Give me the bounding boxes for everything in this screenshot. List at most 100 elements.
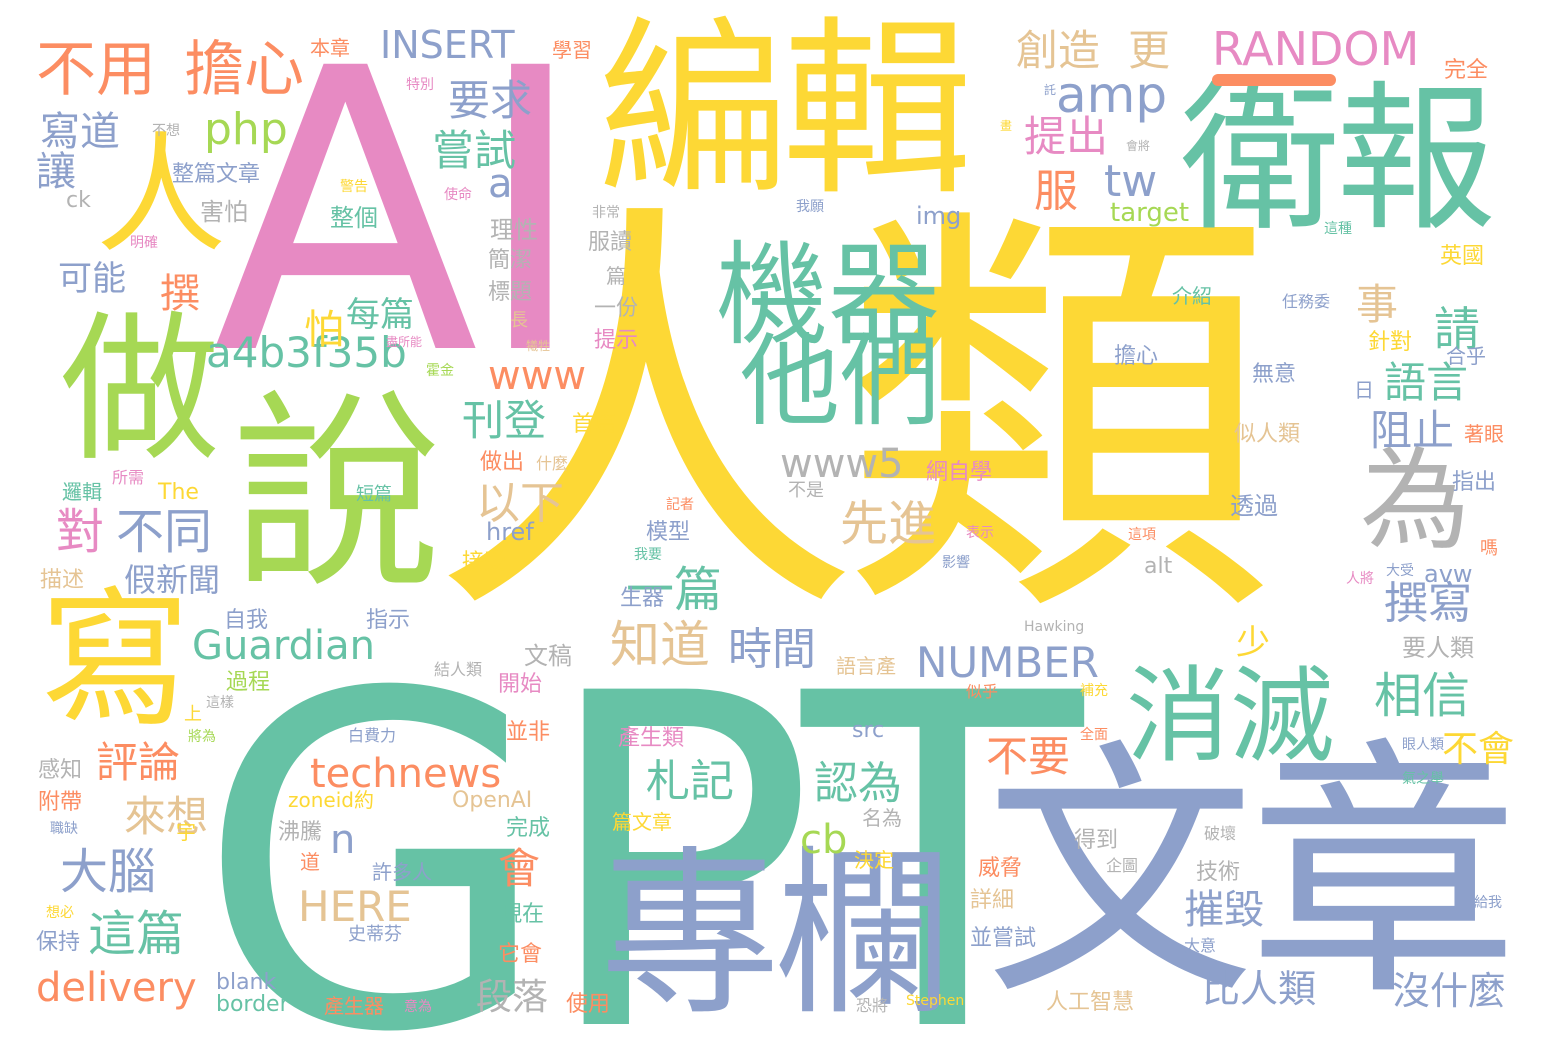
word-zhidao: 知道 [610, 616, 710, 674]
word-touguo: 透過 [1230, 492, 1278, 520]
word-buyao: 不要 [986, 732, 1071, 781]
word-suoxu: 所需 [112, 468, 145, 487]
word-fudai: 附帶 [38, 790, 83, 815]
word-ck: ck [66, 188, 91, 213]
word-hehu: 合乎 [1446, 344, 1486, 368]
word-wangzixue: 網自學 [926, 460, 993, 485]
word-yiwei: 意為 [404, 999, 432, 1015]
word-jieshao: 介紹 [1172, 284, 1212, 308]
word-here: HERE [298, 882, 412, 931]
word-haipa: 害怕 [200, 198, 248, 226]
word-kongjiang: 恐將 [856, 996, 889, 1015]
word-wenzhang: 文章 [985, 717, 1519, 1032]
word-birenlei: 比人類 [1202, 967, 1317, 1011]
word-yaorenlei: 要人類 [1402, 634, 1474, 662]
word-mingque: 明確 [130, 235, 158, 251]
word-renwuwei: 任務委 [1282, 292, 1331, 311]
word-avw: avw [1424, 560, 1473, 588]
word-feichang: 非常 [592, 205, 620, 221]
word-yipian: 一篇 [626, 562, 723, 618]
word-xuduoren: 許多人 [372, 860, 432, 884]
word-cb: cb [800, 817, 848, 863]
word-fu: 服 [1034, 166, 1078, 217]
word-yu: 宇 [176, 820, 196, 844]
word-wengao: 文稿 [524, 642, 572, 670]
word-guocheng: 過程 [226, 670, 271, 695]
word-duanluo: 段落 [476, 977, 549, 1018]
word-pinglun: 評論 [96, 738, 181, 787]
word-biaoti: 標題 [488, 280, 533, 305]
word-alt: alt [1144, 554, 1173, 579]
word-target: target [1110, 198, 1190, 228]
word-php: php [204, 104, 288, 155]
word-butong: 不同 [116, 504, 213, 560]
word-tuo: 託 [1044, 83, 1057, 97]
word-zhexiang: 這項 [1128, 527, 1156, 543]
word-shang: 上 [184, 704, 202, 725]
word-n: n [330, 817, 356, 863]
word-shenme: 什麼 [536, 454, 569, 473]
word-tamen: 他們 [740, 323, 940, 440]
word-woyuan: 我願 [796, 199, 824, 215]
word-mingwei: 名為 [862, 806, 902, 830]
word-bingchangshi: 並嘗試 [970, 926, 1037, 951]
word-ma: 嗎 [1480, 538, 1498, 559]
word-shoupian: 首篇 [572, 412, 617, 437]
word-shiming: 使命 [444, 187, 472, 203]
word-qitu: 企圖 [1106, 856, 1139, 875]
word-tebie: 特別 [406, 77, 434, 93]
random-underline [1212, 74, 1336, 86]
word-shijian: 時間 [728, 624, 816, 675]
word-dayi: 大意 [1184, 936, 1217, 955]
word-zhichu: 指出 [1452, 470, 1497, 495]
word-jinsuoneng: 盡所能 [386, 335, 423, 349]
word-ganzhi: 感知 [38, 758, 83, 783]
word-qing: 請 [1434, 302, 1480, 356]
word-dui: 對 [56, 504, 105, 560]
word-zhepian: 這篇 [88, 906, 185, 962]
word-shao: 少 [1236, 623, 1270, 663]
word-shengqi: 生器 [620, 586, 665, 611]
word-the: The [158, 480, 199, 505]
word-xiaomie: 消滅 [1126, 655, 1335, 777]
word-chanshengqi: 產生器 [324, 994, 384, 1018]
word-guardian: Guardian [192, 623, 375, 669]
word-hawking: Hawking [1024, 619, 1085, 635]
word-yingguo: 英國 [1440, 244, 1485, 269]
word-geng: 更 [1128, 26, 1171, 75]
word-jiqi: 機器 [716, 231, 940, 361]
word-huojin: 霍金 [426, 363, 454, 379]
word-bushi: 不是 [788, 480, 824, 501]
word-tichu: 提出 [1024, 112, 1109, 161]
word-chanshenglei: 產生類 [618, 726, 685, 751]
word-ri: 日 [1354, 378, 1374, 402]
word-wancheng: 完成 [506, 816, 551, 841]
word-jieshou: 接受 [462, 550, 507, 575]
word-danxin-small: 擔心 [1114, 344, 1159, 369]
word-xuexi: 學習 [552, 38, 592, 62]
word-zhaji: 札記 [646, 756, 734, 807]
word-www5: www5 [780, 441, 904, 487]
word-sihu: 似乎 [966, 682, 999, 701]
word-pohuai: 破壞 [1204, 824, 1237, 843]
word-xiedao: 寫道 [40, 109, 120, 155]
word-tw: tw [1104, 156, 1158, 207]
word-zhuanxie: 撰寫 [1384, 578, 1472, 629]
word-zhengpianwenzhang: 整篇文章 [172, 162, 261, 187]
word-xiangxin: 相信 [1374, 668, 1471, 724]
word-delivery: delivery [36, 965, 197, 1011]
word-buchong: 補充 [1080, 683, 1108, 699]
word-biaoshi: 表示 [966, 525, 994, 541]
word-zhuanlan: 專欄 [600, 831, 954, 1040]
word-shuo: 說 [232, 372, 443, 617]
word-href: href [486, 518, 534, 546]
word-changshi: 嘗試 [432, 126, 517, 175]
word-renjiang: 人將 [1346, 571, 1374, 587]
word-zhezhong: 這種 [1324, 221, 1352, 237]
word-blank: blank [216, 970, 277, 995]
word-jiangwei: 將為 [188, 729, 216, 745]
word-kandeng: 刊登 [462, 396, 547, 445]
word-yaoqiu: 要求 [448, 76, 533, 125]
word-luoji: 邏輯 [62, 480, 102, 504]
